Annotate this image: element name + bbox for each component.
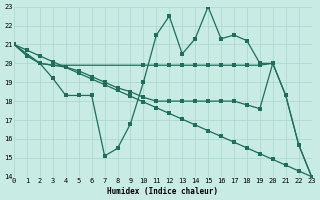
X-axis label: Humidex (Indice chaleur): Humidex (Indice chaleur) <box>107 187 218 196</box>
